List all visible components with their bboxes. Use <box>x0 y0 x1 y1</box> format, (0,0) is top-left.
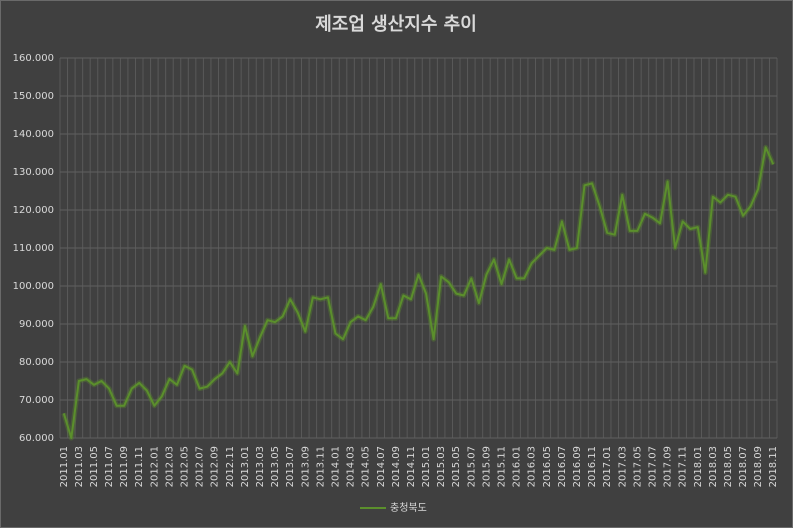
x-tick-label: 2017.05 <box>632 446 643 487</box>
x-tick-label: 2017.09 <box>663 446 674 487</box>
y-tick-label: 120.000 <box>13 205 54 216</box>
x-tick-label: 2012.01 <box>149 446 160 487</box>
line <box>62 146 775 439</box>
x-tick-label: 2011.11 <box>134 446 145 487</box>
x-tick-label: 2014.11 <box>406 446 417 487</box>
x-tick-label: 2016.07 <box>557 446 568 487</box>
y-tick-label: 110.000 <box>13 243 54 254</box>
x-tick-label: 2015.09 <box>481 446 492 487</box>
x-tick-label: 2011.01 <box>59 446 70 487</box>
x-tick-label: 2013.01 <box>240 446 251 487</box>
x-tick-label: 2016.03 <box>527 446 538 487</box>
x-tick-label: 2018.09 <box>753 446 764 487</box>
y-tick-label: 130.000 <box>13 167 54 178</box>
x-tick-label: 2014.07 <box>376 446 387 487</box>
x-tick-label: 2013.05 <box>270 446 281 487</box>
y-tick-label: 100.000 <box>13 281 54 292</box>
x-tick-label: 2015.05 <box>451 446 462 487</box>
x-tick-label: 2017.11 <box>678 446 689 487</box>
x-tick-label: 2012.03 <box>164 446 175 487</box>
x-tick-label: 2012.05 <box>180 446 191 487</box>
x-tick-label: 2018.11 <box>768 446 779 487</box>
x-tick-label: 2016.05 <box>542 446 553 487</box>
x-tick-label: 2017.07 <box>647 446 658 487</box>
x-tick-label: 2014.09 <box>391 446 402 487</box>
x-tick-label: 2015.03 <box>436 446 447 487</box>
x-tick-label: 2012.11 <box>225 446 236 487</box>
x-tick-label: 2015.01 <box>421 446 432 487</box>
y-tick-label: 80.000 <box>19 357 54 368</box>
x-tick-label: 2017.01 <box>602 446 613 487</box>
x-tick-label: 2016.11 <box>587 446 598 487</box>
y-tick-label: 160.000 <box>13 53 54 64</box>
x-tick-label: 2018.07 <box>738 446 749 487</box>
x-tick-label: 2012.07 <box>195 446 206 487</box>
x-tick-label: 2011.05 <box>89 446 100 487</box>
chart-title: 제조업 생산지수 추이 <box>315 14 477 35</box>
y-tick-label: 70.000 <box>19 395 54 406</box>
x-tick-label: 2013.07 <box>285 446 296 487</box>
x-tick-label: 2013.03 <box>255 446 266 487</box>
y-tick-label: 60.000 <box>19 433 54 444</box>
x-tick-label: 2015.11 <box>497 446 508 487</box>
legend-label: 충청북도 <box>390 502 427 514</box>
x-tick-label: 2018.01 <box>693 446 704 487</box>
x-tick-label: 2017.03 <box>617 446 628 487</box>
x-tick-label: 2014.03 <box>346 446 357 487</box>
y-tick-label: 90.000 <box>19 319 54 330</box>
x-tick-label: 2011.07 <box>104 446 115 487</box>
x-tick-label: 2013.11 <box>315 446 326 487</box>
x-tick-label: 2018.03 <box>708 446 719 487</box>
x-tick-label: 2014.01 <box>330 446 341 487</box>
x-tick-label: 2011.03 <box>74 446 85 487</box>
y-tick-label: 140.000 <box>13 129 54 140</box>
x-tick-label: 2012.09 <box>210 446 221 487</box>
x-tick-label: 2013.09 <box>300 446 311 487</box>
x-tick-label: 2016.09 <box>572 446 583 487</box>
x-tick-label: 2016.01 <box>512 446 523 487</box>
x-tick-label: 2011.09 <box>119 446 130 487</box>
y-tick-label: 150.000 <box>13 91 54 102</box>
x-tick-label: 2018.05 <box>723 446 734 487</box>
x-tick-label: 2015.07 <box>466 446 477 487</box>
x-tick-label: 2014.05 <box>361 446 372 487</box>
